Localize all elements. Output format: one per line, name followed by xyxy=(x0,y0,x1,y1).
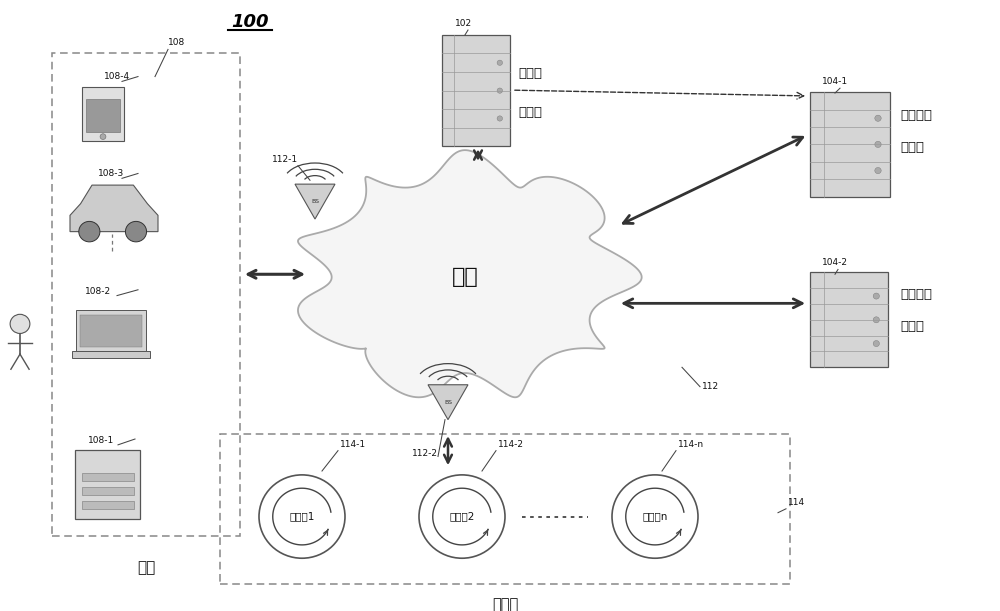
Bar xyxy=(72,351,150,357)
Bar xyxy=(86,99,120,132)
Bar xyxy=(76,310,146,351)
Text: 金融管: 金融管 xyxy=(518,67,542,81)
Bar xyxy=(82,87,124,142)
Bar xyxy=(82,500,134,509)
Text: 114-2: 114-2 xyxy=(498,440,524,448)
Text: 用户: 用户 xyxy=(137,560,155,576)
Text: 供应商n: 供应商n xyxy=(642,511,668,522)
Text: 108-3: 108-3 xyxy=(98,169,124,178)
Text: 100: 100 xyxy=(231,13,269,31)
Circle shape xyxy=(125,221,147,242)
Text: 114-1: 114-1 xyxy=(340,440,366,448)
Text: 108-4: 108-4 xyxy=(104,73,130,81)
Circle shape xyxy=(497,60,503,65)
Circle shape xyxy=(100,134,106,139)
Text: 112-2: 112-2 xyxy=(412,450,438,458)
Bar xyxy=(75,450,140,519)
Bar xyxy=(442,35,510,147)
Circle shape xyxy=(497,88,503,93)
Circle shape xyxy=(873,340,879,346)
Text: 金融机构: 金融机构 xyxy=(900,288,932,301)
Text: 服务器: 服务器 xyxy=(900,320,924,334)
Text: 金融机构: 金融机构 xyxy=(900,109,932,122)
Bar xyxy=(82,487,134,495)
Bar xyxy=(80,315,142,348)
Text: 供应商1: 供应商1 xyxy=(289,511,315,522)
Polygon shape xyxy=(70,185,158,232)
Text: 108-2: 108-2 xyxy=(85,287,111,296)
Circle shape xyxy=(875,141,881,147)
Text: 服务器: 服务器 xyxy=(900,141,924,154)
Text: 102: 102 xyxy=(455,19,472,28)
Text: 理系统: 理系统 xyxy=(518,106,542,119)
Text: 网络: 网络 xyxy=(452,267,478,287)
Text: 112: 112 xyxy=(702,381,719,390)
Polygon shape xyxy=(428,385,468,420)
Text: 供应商2: 供应商2 xyxy=(449,511,475,522)
Circle shape xyxy=(875,167,881,174)
Text: 114: 114 xyxy=(788,498,805,507)
Bar xyxy=(810,92,890,197)
Text: BS: BS xyxy=(311,199,319,204)
Text: 104-1: 104-1 xyxy=(822,77,848,86)
Bar xyxy=(220,434,790,584)
Circle shape xyxy=(875,115,881,122)
Circle shape xyxy=(497,116,503,121)
Text: 108: 108 xyxy=(168,38,185,48)
Text: 112-1: 112-1 xyxy=(272,155,298,164)
Text: 104-2: 104-2 xyxy=(822,258,848,268)
Polygon shape xyxy=(295,184,335,219)
Polygon shape xyxy=(298,150,642,397)
Circle shape xyxy=(873,316,879,323)
Circle shape xyxy=(10,314,30,334)
Text: BS: BS xyxy=(444,400,452,404)
Text: 供应商: 供应商 xyxy=(492,597,518,611)
Bar xyxy=(52,53,240,536)
Text: 114-n: 114-n xyxy=(678,440,704,448)
Circle shape xyxy=(79,221,100,242)
Bar xyxy=(810,273,888,367)
Bar xyxy=(82,473,134,481)
Text: 108-1: 108-1 xyxy=(88,436,114,445)
Circle shape xyxy=(873,293,879,299)
